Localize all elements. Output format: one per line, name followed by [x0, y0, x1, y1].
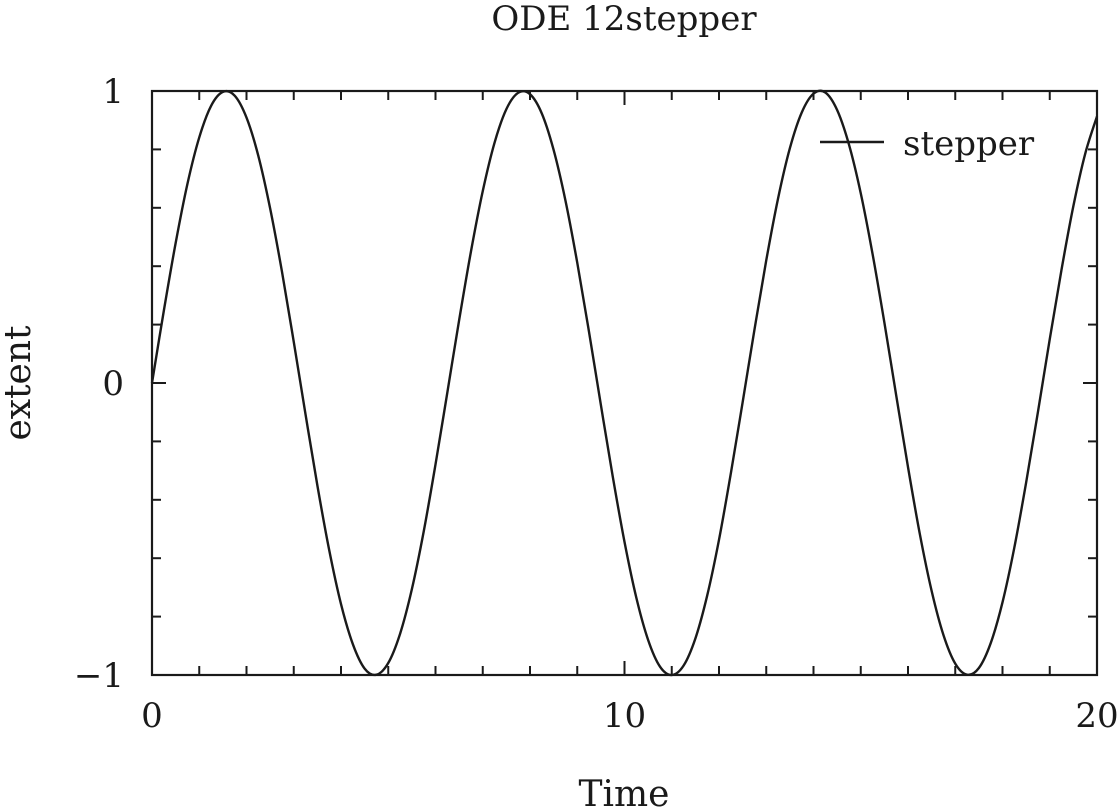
- x-tick-label: 20: [1075, 696, 1117, 736]
- series-group: [150, 89, 1099, 677]
- plot-frame: [150, 89, 1099, 677]
- tick-labels: 0 10 20 −1 0 1: [74, 72, 1117, 736]
- chart-title: ODE 12stepper: [491, 0, 757, 39]
- x-tick-label: 0: [141, 696, 163, 736]
- axis-ticks: [151, 90, 1098, 676]
- y-tick-label: −1: [74, 656, 124, 696]
- x-tick-label: 10: [603, 696, 646, 736]
- x-axis-label: Time: [579, 774, 670, 810]
- series-line-stepper: [150, 89, 1099, 677]
- y-axis-label: extent: [0, 325, 39, 441]
- y-tick-label: 0: [102, 364, 124, 404]
- y-tick-label: 1: [102, 72, 124, 112]
- legend: stepper: [820, 124, 1035, 164]
- legend-label-stepper: stepper: [903, 124, 1035, 164]
